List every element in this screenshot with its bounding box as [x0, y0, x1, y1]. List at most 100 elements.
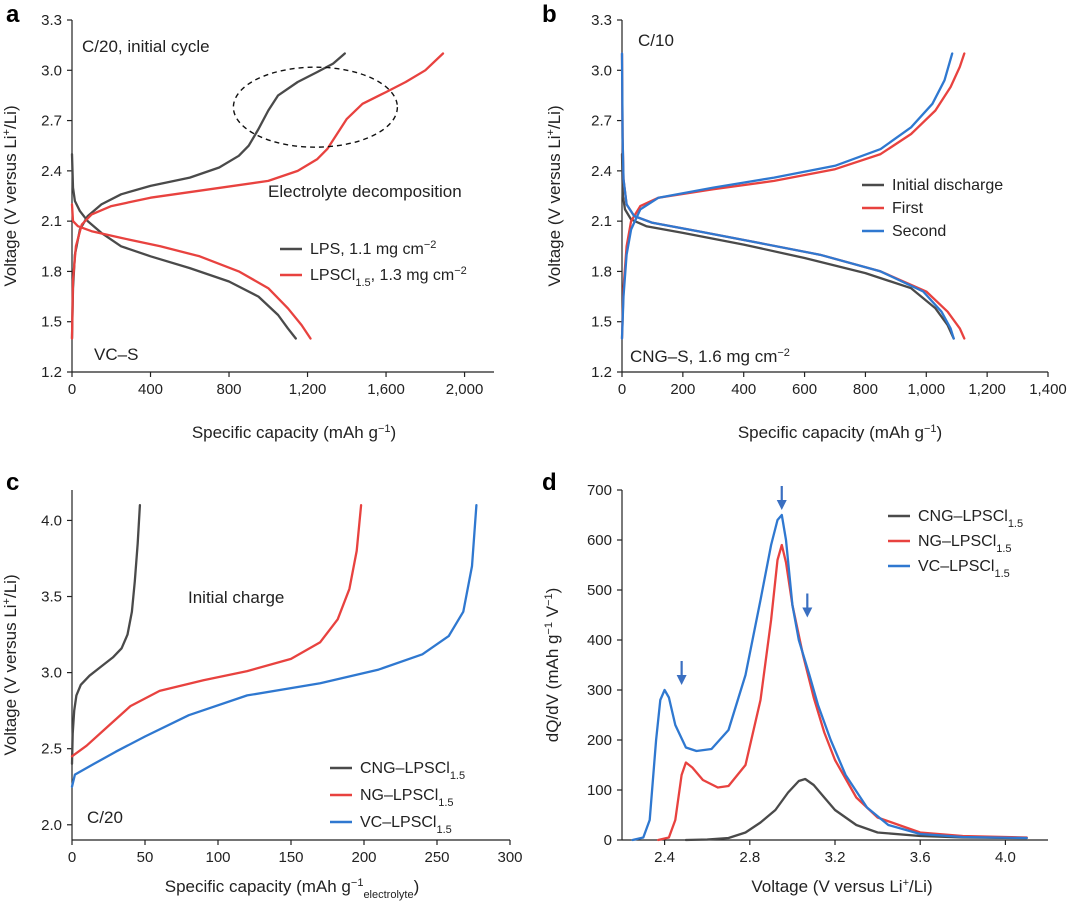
legend-label: First	[892, 200, 924, 217]
x-tick-label: 0	[618, 381, 626, 398]
series-line-lpscl1-5-discharge	[70, 203, 312, 340]
y-tick-label: 3.3	[591, 12, 612, 29]
y-tick-label: 500	[587, 582, 612, 599]
corner-note: VC–S	[94, 345, 138, 364]
x-tick-label: 600	[792, 381, 817, 398]
y-axis-label: Voltage (V versus Li+/Li)	[1, 574, 20, 755]
corner-note: C/20	[87, 808, 123, 827]
x-tick-label: 1,400	[1029, 381, 1067, 398]
y-tick-label: 100	[587, 782, 612, 799]
chart-title: C/10	[638, 31, 674, 50]
series-line-lpscl1-5-charge	[70, 52, 445, 340]
x-tick-label: 3.6	[910, 849, 931, 866]
y-tick-label: 3.5	[41, 589, 62, 606]
x-axis-label: Specific capacity (mAh g−1electrolyte)	[165, 877, 420, 901]
series-line-second-charge	[620, 52, 954, 340]
x-tick-label: 1,200	[968, 381, 1006, 398]
x-tick-label: 2.8	[739, 849, 760, 866]
x-tick-label: 200	[351, 849, 376, 866]
series-line-cng-lpscl1-5	[70, 504, 142, 766]
y-tick-label: 1.5	[41, 314, 62, 331]
legend-label: VC–LPSCl1.5	[918, 558, 1010, 580]
y-tick-label: 200	[587, 732, 612, 749]
y-tick-label: 700	[587, 482, 612, 499]
legend-label: LPSCl1.5, 1.3 mg cm−2	[310, 265, 467, 289]
series-line-cng-lpscl1-5	[684, 777, 1028, 842]
x-tick-label: 800	[853, 381, 878, 398]
series-line-vc-lpscl1-5	[70, 504, 478, 788]
x-tick-label: 400	[731, 381, 756, 398]
x-tick-label: 150	[278, 849, 303, 866]
legend-label: CNG–LPSCl1.5	[360, 760, 465, 782]
x-tick-label: 3.2	[825, 849, 846, 866]
panel-label: a	[6, 1, 20, 28]
series-line-second-discharge	[620, 52, 955, 340]
y-tick-label: 2.0	[41, 817, 62, 834]
legend-label: NG–LPSCl1.5	[360, 787, 454, 809]
series-line-first-charge	[620, 52, 966, 340]
x-tick-label: 2.4	[654, 849, 675, 866]
y-tick-label: 4.0	[41, 512, 62, 529]
annotation: Electrolyte decomposition	[268, 182, 462, 201]
y-tick-label: 2.5	[41, 741, 62, 758]
panel-c: 0 50 100 150 200 250 300 2.0 2.5 3.0 3.5 4.0 c Specif…	[1, 469, 523, 901]
arrow-head	[776, 500, 787, 510]
y-tick-label: 0	[604, 832, 612, 849]
x-tick-label: 250	[424, 849, 449, 866]
x-tick-label: 200	[670, 381, 695, 398]
y-tick-label: 2.1	[591, 213, 612, 230]
x-tick-label: 100	[205, 849, 230, 866]
legend-label: VC–LPSCl1.5	[360, 814, 452, 836]
arrow-head	[802, 607, 813, 618]
y-tick-label: 1.8	[591, 263, 612, 280]
y-tick-label: 2.4	[41, 163, 62, 180]
y-axis-label: dQ/dV (mAh g−1 V−1)	[543, 588, 562, 743]
y-tick-label: 2.7	[41, 113, 62, 130]
legend-label: LPS, 1.1 mg cm−2	[310, 239, 436, 258]
series-line-vc-lpscl1-5	[631, 513, 1028, 842]
x-tick-label: 50	[137, 849, 154, 866]
x-tick-label: 400	[138, 381, 163, 398]
x-tick-label: 800	[217, 381, 242, 398]
x-tick-label: 0	[68, 381, 76, 398]
series-line-ng-lpscl1-5	[70, 504, 363, 758]
x-tick-label: 1,600	[367, 381, 405, 398]
y-tick-label: 1.5	[591, 314, 612, 331]
panel-b: 0 200 400 600 800 1,000 1,200 1,400 1.2 1.5 1.8 2.1…	[542, 1, 1067, 442]
y-tick-label: 2.7	[591, 113, 612, 130]
annotation: Initial charge	[188, 588, 284, 607]
series-line-lps-discharge	[70, 152, 297, 340]
decomposition-highlight-ellipse	[232, 66, 399, 148]
corner-note: CNG–S, 1.6 mg cm−2	[630, 347, 790, 366]
panel-label: c	[6, 469, 19, 496]
y-tick-label: 600	[587, 532, 612, 549]
chart-title: C/20, initial cycle	[82, 37, 210, 56]
x-axis-label: Voltage (V versus Li+/Li)	[751, 877, 932, 896]
x-tick-label: 4.0	[995, 849, 1016, 866]
panel-label: b	[542, 1, 557, 28]
y-tick-label: 2.4	[591, 163, 612, 180]
legend-label: Initial discharge	[892, 177, 1003, 194]
series-line-initial-discharge	[620, 152, 955, 340]
y-axis-label: Voltage (V versus Li+/Li)	[545, 105, 564, 286]
x-tick-label: 2,000	[446, 381, 484, 398]
x-tick-label: 1,000	[908, 381, 946, 398]
y-tick-label: 1.2	[591, 364, 612, 381]
legend-label: NG–LPSCl1.5	[918, 533, 1012, 555]
y-tick-label: 3.0	[41, 62, 62, 79]
y-tick-label: 400	[587, 632, 612, 649]
panel-label: d	[542, 469, 557, 496]
y-tick-label: 1.8	[41, 263, 62, 280]
x-tick-label: 300	[497, 849, 522, 866]
x-tick-label: 1,200	[289, 381, 327, 398]
legend-label: Second	[892, 223, 946, 240]
y-tick-label: 1.2	[41, 364, 62, 381]
y-tick-label: 3.0	[591, 62, 612, 79]
x-tick-label: 0	[68, 849, 76, 866]
series-line-ng-lpscl1-5	[657, 543, 1028, 842]
legend-label: CNG–LPSCl1.5	[918, 508, 1023, 530]
panel-d: 2.4 2.8 3.2 3.6 4.0 0 100 200 300 400 500 600 700 d Vo…	[542, 469, 1048, 896]
y-tick-label: 2.1	[41, 213, 62, 230]
y-axis-label: Voltage (V versus Li+/Li)	[1, 105, 20, 286]
